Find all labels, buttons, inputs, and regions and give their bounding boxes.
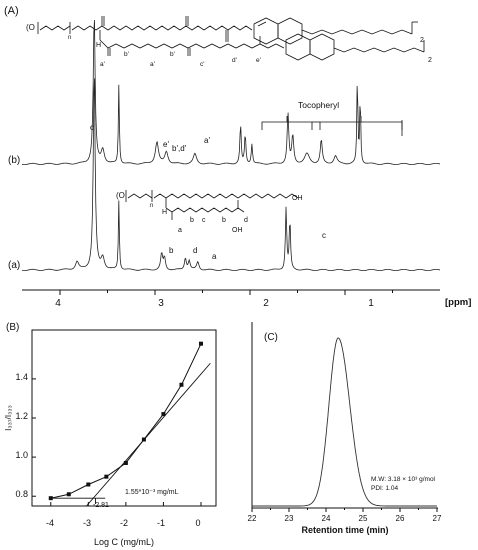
ppm-tick-label-1: 1 — [368, 298, 374, 309]
b-ytick-3: 1.2 — [15, 411, 28, 421]
b-xtick-3: -2 — [120, 518, 128, 528]
c-xtick-26: 26 — [396, 514, 405, 523]
c-xtick-23: 23 — [285, 514, 294, 523]
tocopheryl-label: Tocopheryl — [298, 100, 339, 110]
panel-b-frame — [31, 329, 217, 507]
b-ytick-1: 0.8 — [15, 489, 28, 499]
struct-bot-oh: OH — [292, 195, 303, 202]
b-data-point — [86, 482, 91, 487]
struct-mid-label-5: c' — [200, 61, 205, 68]
ppm-tick-label-2: 2 — [263, 298, 269, 309]
trace-b-label: (b) — [8, 155, 20, 166]
ppm-axis-label: [ppm] — [445, 297, 471, 308]
struct-mid-label-3: a' — [150, 61, 155, 68]
b-ylabel: I₃₃₇/I₃₃₃ — [4, 405, 13, 431]
c-mw-annotation: M.W: 3.18 × 10³ g/mol — [371, 476, 436, 483]
struct-bot-label-d: d — [244, 217, 248, 224]
c-xtick-22: 22 — [248, 514, 257, 523]
b-series-line — [50, 343, 202, 499]
b-xtick-4: -1 — [157, 518, 165, 528]
b-data-point — [179, 382, 184, 387]
b-cmc-annotation: 1.55*10⁻³ mg/mL — [125, 489, 179, 496]
peak-a-c: c — [322, 231, 326, 240]
struct-bot-label-a: a — [178, 227, 182, 234]
structure-middle — [99, 33, 425, 61]
ppm-tick-label-3: 3 — [158, 298, 164, 309]
struct-bot-n: n — [150, 203, 153, 209]
b-xtick-5: 0 — [195, 518, 200, 528]
panel-c-ticks — [251, 508, 438, 512]
b-data-point — [161, 412, 166, 417]
trace-b — [21, 19, 441, 165]
tocopheryl-bracket — [261, 116, 403, 130]
struct-mid-label-7: e' — [256, 57, 261, 64]
b-ytick-4: 1.4 — [15, 372, 28, 382]
b-data-point — [123, 460, 128, 465]
panel-b-ticks — [32, 378, 202, 506]
ppm-tick-label-4: 4 — [55, 298, 61, 309]
struct-mid-label-1: a' — [100, 61, 105, 68]
b-xtick-1: -4 — [46, 518, 54, 528]
c-xtick-25: 25 — [359, 514, 368, 523]
c-xtick-24: 24 — [322, 514, 331, 523]
struct-bot-h: H — [162, 209, 167, 216]
struct-bot-label-b2: b — [222, 217, 226, 224]
panel-c-label: (C) — [264, 332, 278, 343]
structure-bottom — [125, 190, 299, 220]
b-xlabel: Log C (mg/mL) — [94, 537, 154, 547]
b-data-point — [66, 492, 71, 497]
b-fit-high — [86, 362, 211, 507]
struct-bot-peg: (O — [116, 191, 125, 200]
struct-mid-label-6: d' — [232, 57, 237, 64]
struct-top-n: n — [68, 35, 71, 41]
trace-a — [21, 78, 441, 272]
b-data-point — [104, 474, 109, 479]
struct-mid-label-4: b' — [170, 51, 175, 58]
c-xtick-27: 27 — [433, 514, 442, 523]
struct-bot-oh-mid: OH — [232, 227, 243, 234]
peak-b-eprime: e' — [163, 140, 169, 149]
c-gpc-curve — [252, 337, 437, 507]
struct-top-two: 2 — [420, 37, 424, 44]
peak-a-a: a — [212, 252, 217, 261]
struct-bot-label-b: b — [190, 217, 194, 224]
panel-b-plot — [48, 341, 211, 507]
peak-a-d: d — [193, 246, 197, 255]
trace-a-label: (a) — [8, 260, 20, 271]
structure-top — [37, 16, 418, 45]
b-data-point — [198, 341, 203, 346]
panel-a-label: (A) — [4, 5, 19, 17]
struct-mid-label-2: b' — [124, 51, 129, 58]
struct-mid-two: 2 — [428, 57, 432, 64]
struct-bot-label-c: c — [202, 217, 206, 224]
ppm-ticks — [59, 290, 393, 295]
b-ytick-2: 1.0 — [15, 450, 28, 460]
struct-top-peg: (O — [26, 23, 35, 32]
peak-b-bd: b',d' — [172, 144, 187, 153]
b-xtick-2: -3 — [83, 518, 91, 528]
c-xlabel: Retention time (min) — [302, 525, 389, 535]
struct-top-h: H — [96, 42, 101, 49]
c-pdi-annotation: PDI: 1.04 — [371, 485, 398, 492]
peak-b-aprime: a' — [204, 136, 210, 145]
panel-b-label: (B) — [6, 322, 19, 333]
peak-b-cprime: c' — [90, 123, 96, 132]
peak-a-b: b — [169, 246, 174, 255]
b-intersect-annotation: -2.81 — [93, 502, 109, 509]
